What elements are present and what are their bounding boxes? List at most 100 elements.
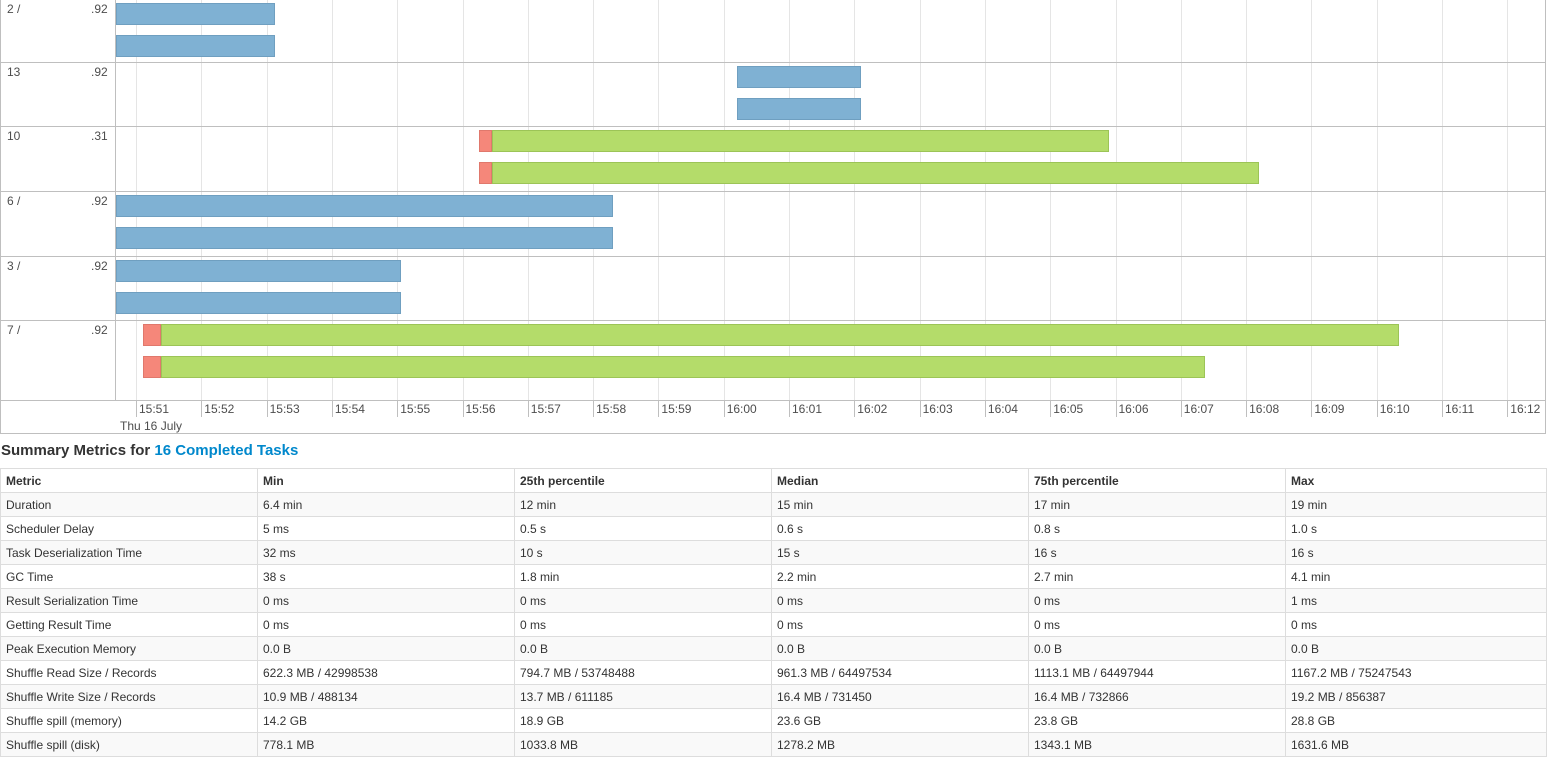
column-header: 75th percentile <box>1028 468 1286 493</box>
metric-value-cell: 23.8 GB <box>1028 708 1286 733</box>
time-axis: Thu 16 July 15:51 15:52 15:53 15:54 15:55 15:… <box>116 401 1545 433</box>
column-header: Max <box>1285 468 1547 493</box>
metric-value-cell: 18.9 GB <box>514 708 772 733</box>
gridline <box>854 0 856 401</box>
executor-row: 10.31 <box>1 127 1545 192</box>
summary-heading: Summary Metrics for 16 Completed Tasks <box>1 442 298 459</box>
axis-tick <box>1050 401 1052 417</box>
task-bar-computing[interactable] <box>492 162 1259 184</box>
axis-tick-label: 16:09 <box>1314 402 1345 416</box>
metric-name-cell: Shuffle spill (disk) <box>0 732 258 757</box>
executor-label: 10 <box>7 129 21 143</box>
gridline <box>984 0 986 401</box>
metric-value-cell: 622.3 MB / 42998538 <box>257 660 515 685</box>
task-bar-delay[interactable] <box>479 130 492 152</box>
axis-tick <box>1376 401 1378 417</box>
gridline <box>1376 0 1378 401</box>
gridline <box>1311 0 1313 401</box>
metric-value-cell: 794.7 MB / 53748488 <box>514 660 772 685</box>
table-header-row: Metric Min 25th percentile Median 75th perce… <box>0 468 1547 493</box>
task-bar-delay[interactable] <box>479 162 492 184</box>
executor-label: 2 / <box>7 2 21 16</box>
metric-value-cell: 0 ms <box>514 612 772 637</box>
axis-tick-label: 15:51 <box>139 402 170 416</box>
axis-tick <box>331 401 333 417</box>
metric-value-cell: 0 ms <box>771 612 1029 637</box>
metric-value-cell: 1278.2 MB <box>771 732 1029 757</box>
table-row: Result Serialization Time 0 ms 0 ms 0 ms 0 m… <box>0 588 1547 613</box>
axis-tick <box>919 401 921 417</box>
executor-row: 13.92 <box>1 63 1545 127</box>
metric-value-cell: 0.0 B <box>514 636 772 661</box>
task-bar-delay[interactable] <box>143 356 161 378</box>
metric-value-cell: 6.4 min <box>257 492 515 517</box>
task-bar-running[interactable] <box>116 260 401 282</box>
metric-value-cell: 19 min <box>1285 492 1547 517</box>
table-row: Scheduler Delay 5 ms 0.5 s 0.6 s 0.8 s 1.0 s <box>0 516 1547 541</box>
metric-value-cell: 16 s <box>1285 540 1547 565</box>
axis-tick-label: 16:07 <box>1183 402 1214 416</box>
metric-value-cell: 0.8 s <box>1028 516 1286 541</box>
axis-tick-label: 15:56 <box>465 402 496 416</box>
task-bar-running[interactable] <box>116 292 401 314</box>
metric-value-cell: 1631.6 MB <box>1285 732 1547 757</box>
task-bar-computing[interactable] <box>161 324 1399 346</box>
metric-value-cell: 0 ms <box>257 612 515 637</box>
axis-tick <box>462 401 464 417</box>
axis-tick <box>136 401 137 417</box>
task-bar-running[interactable] <box>116 35 275 57</box>
metric-value-cell: 0 ms <box>514 588 772 613</box>
axis-tick-label: 16:01 <box>792 402 823 416</box>
executor-host-suffix: .92 <box>91 65 108 79</box>
metric-value-cell: 10.9 MB / 488134 <box>257 684 515 709</box>
axis-tick-label: 15:53 <box>269 402 300 416</box>
completed-tasks-link[interactable]: 16 Completed Tasks <box>154 442 299 459</box>
axis-tick <box>266 401 268 417</box>
axis-date-label: Thu 16 July <box>120 419 183 433</box>
axis-tick <box>1180 401 1182 417</box>
table-row: Getting Result Time 0 ms 0 ms 0 ms 0 ms 0 ms <box>0 612 1547 637</box>
column-header: Min <box>257 468 515 493</box>
metric-name-cell: Getting Result Time <box>0 612 258 637</box>
metric-value-cell: 0.0 B <box>771 636 1029 661</box>
axis-tick <box>854 401 856 417</box>
task-bar-computing[interactable] <box>492 130 1109 152</box>
axis-tick-label: 15:57 <box>530 402 561 416</box>
metric-value-cell: 15 s <box>771 540 1029 565</box>
gridline <box>658 0 660 401</box>
metric-value-cell: 778.1 MB <box>257 732 515 757</box>
axis-tick <box>984 401 986 417</box>
axis-tick-label: 16:04 <box>987 402 1018 416</box>
column-header: 25th percentile <box>514 468 772 493</box>
metric-name-cell: Shuffle spill (memory) <box>0 708 258 733</box>
axis-tick-label: 16:08 <box>1249 402 1280 416</box>
axis-tick <box>527 401 529 417</box>
metric-value-cell: 1.0 s <box>1285 516 1547 541</box>
task-bar-running[interactable] <box>116 195 613 217</box>
metric-value-cell: 15 min <box>771 492 1029 517</box>
task-bar-running[interactable] <box>737 66 861 88</box>
task-bar-running[interactable] <box>116 3 275 25</box>
task-bar-computing[interactable] <box>161 356 1205 378</box>
metric-value-cell: 0 ms <box>1285 612 1547 637</box>
gridline <box>1246 0 1248 401</box>
timeline-label-column <box>1 0 116 401</box>
metric-value-cell: 10 s <box>514 540 772 565</box>
executor-label: 13 <box>7 65 21 79</box>
metric-value-cell: 961.3 MB / 64497534 <box>771 660 1029 685</box>
metric-value-cell: 0.0 B <box>1285 636 1547 661</box>
executor-row: 6 / .92 <box>1 192 1545 257</box>
task-bar-delay[interactable] <box>143 324 161 346</box>
axis-tick-label: 15:54 <box>334 402 365 416</box>
task-bar-running[interactable] <box>737 98 861 120</box>
axis-tick <box>593 401 595 417</box>
task-bar-running[interactable] <box>116 227 613 249</box>
gridline <box>1442 0 1443 401</box>
metric-value-cell: 4.1 min <box>1285 564 1547 589</box>
axis-tick <box>723 401 725 417</box>
axis-tick-label: 15:52 <box>204 402 235 416</box>
executor-label: 6 / <box>7 194 21 208</box>
summary-metrics-table: Metric Min 25th percentile Median 75th perce… <box>0 468 1547 757</box>
metric-value-cell: 1113.1 MB / 64497944 <box>1028 660 1286 685</box>
axis-tick-label: 16:11 <box>1445 402 1475 416</box>
